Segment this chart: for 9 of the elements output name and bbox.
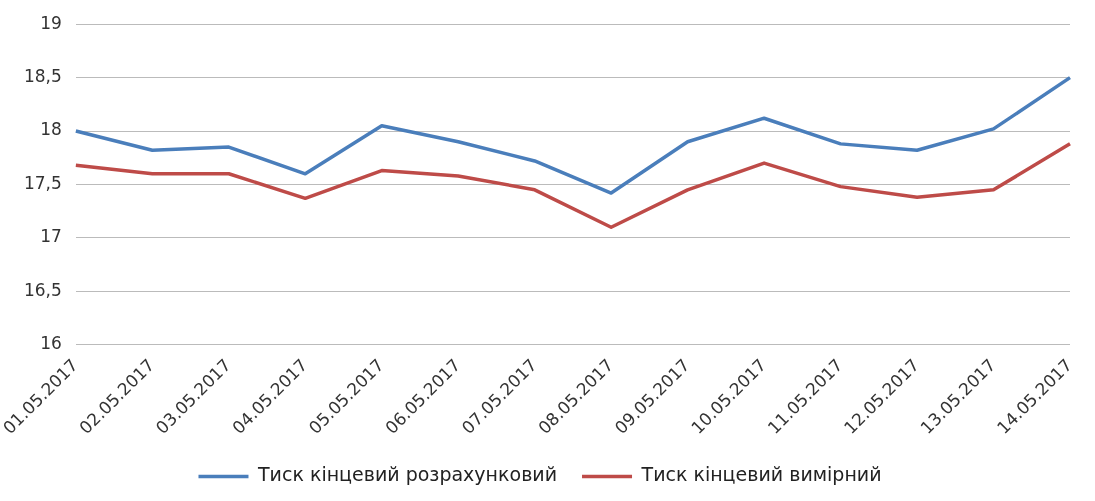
legend-label: Тиск кінцевий розрахунковий: [256, 463, 558, 486]
y-tick-label: 18,5: [23, 66, 62, 87]
legend-label: Тиск кінцевий вимірний: [640, 463, 882, 486]
y-tick-label: 17,5: [23, 172, 62, 193]
y-tick-label: 16,5: [23, 279, 62, 300]
y-tick-label: 18: [40, 119, 62, 140]
y-tick-label: 17: [40, 226, 62, 247]
y-tick-label: 19: [40, 12, 62, 33]
y-tick-label: 16: [40, 333, 62, 354]
